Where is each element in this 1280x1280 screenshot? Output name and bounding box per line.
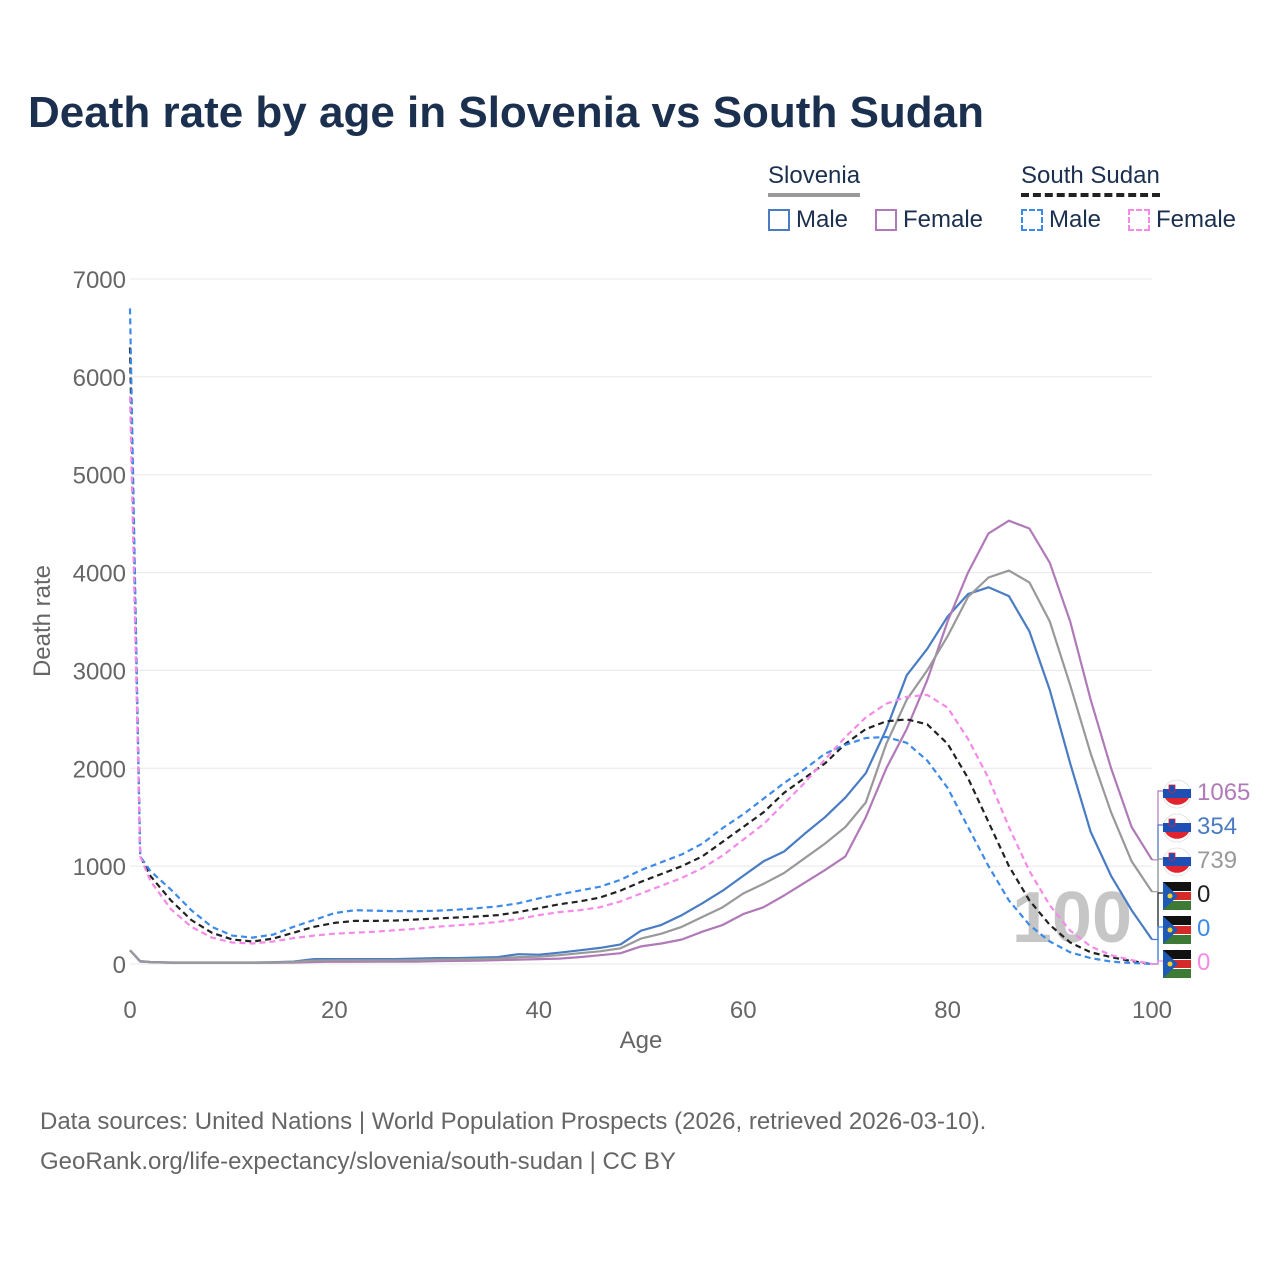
x-tick-label: 20 xyxy=(321,997,348,1024)
y-axis-title: Death rate xyxy=(29,565,56,677)
source-link[interactable]: GeoRank.org/life-expectancy/slovenia/sou… xyxy=(40,1148,676,1175)
legend-swatch xyxy=(1128,209,1150,231)
flag-stripe xyxy=(1163,950,1191,959)
y-tick-label: 6000 xyxy=(73,365,126,392)
flag-stripe xyxy=(1165,832,1189,839)
legend-item-south-sudan-female[interactable]: Female xyxy=(1128,206,1236,234)
flag-stripe xyxy=(1163,823,1191,832)
series-line-slovenia-male xyxy=(129,586,1153,964)
legend-swatch xyxy=(875,209,897,231)
legend-item-slovenia-male[interactable]: Male xyxy=(768,206,848,234)
end-value-label: 0 xyxy=(1197,949,1210,976)
current-age-watermark: 100 xyxy=(1012,878,1132,958)
legend-label: Male xyxy=(796,206,849,233)
source-note: Data sources: United Nations | World Pop… xyxy=(40,1108,987,1135)
flag-stripe xyxy=(1165,798,1189,805)
end-value-label: 1065 xyxy=(1197,779,1250,806)
y-tick-label: 1000 xyxy=(73,854,126,881)
flag-star xyxy=(1167,893,1173,899)
legend-item-south-sudan-male[interactable]: Male xyxy=(1021,206,1101,234)
flag-emblem xyxy=(1168,818,1176,827)
legend-item-slovenia-female[interactable]: Female xyxy=(875,206,983,234)
flag-stripe xyxy=(1165,866,1189,873)
end-label-connector xyxy=(1152,858,1164,893)
flag-emblem xyxy=(1168,852,1176,861)
flag-emblem xyxy=(1168,784,1176,793)
end-value-label: 739 xyxy=(1197,847,1237,874)
series-line-slovenia-female xyxy=(129,519,1153,964)
y-tick-label: 4000 xyxy=(73,561,126,588)
legend-group-line-swatch xyxy=(1021,193,1160,197)
y-tick-label: 3000 xyxy=(73,658,126,685)
flag-stripe xyxy=(1163,901,1191,910)
series-line-south-sudan-male xyxy=(128,308,1153,966)
y-tick-label: 5000 xyxy=(73,463,126,490)
y-tick-label: 0 xyxy=(113,952,126,979)
flag-star xyxy=(1167,927,1173,933)
flag-stripe xyxy=(1163,882,1191,891)
legend-swatch xyxy=(1021,209,1043,231)
x-axis-title: Age xyxy=(620,1027,663,1054)
end-value-label: 0 xyxy=(1197,915,1210,942)
y-tick-label: 2000 xyxy=(73,756,126,783)
legend-group-label: South Sudan xyxy=(1021,162,1160,189)
x-tick-label: 40 xyxy=(525,997,552,1024)
series-line-south-sudan-female xyxy=(128,396,1153,966)
legend-swatch xyxy=(768,209,790,231)
legend-group-line-swatch xyxy=(768,193,861,197)
legend-label: Male xyxy=(1049,206,1102,233)
series-line-slovenia-total xyxy=(129,569,1153,964)
end-label-connector xyxy=(1152,960,1164,965)
end-value-label: 0 xyxy=(1197,881,1210,908)
flag-stripe xyxy=(1163,935,1191,944)
flag-stripe xyxy=(1163,789,1191,798)
legend-label: Female xyxy=(903,206,984,233)
flag-stripe xyxy=(1163,969,1191,978)
x-tick-label: 0 xyxy=(123,997,136,1024)
legend-group-south-sudan[interactable]: South Sudan xyxy=(1021,162,1160,197)
legend-group-slovenia[interactable]: Slovenia xyxy=(768,162,861,197)
y-tick-label: 7000 xyxy=(73,267,126,294)
legend-group-label: Slovenia xyxy=(768,162,861,189)
chart-title: Death rate by age in Slovenia vs South S… xyxy=(28,88,985,137)
end-value-label: 354 xyxy=(1197,813,1237,840)
x-tick-label: 100 xyxy=(1132,997,1172,1024)
legend-label: Female xyxy=(1156,206,1237,233)
end-label-connector xyxy=(1152,926,1164,965)
x-tick-label: 80 xyxy=(934,997,961,1024)
series-line-south-sudan-total xyxy=(128,347,1153,966)
x-tick-label: 60 xyxy=(730,997,757,1024)
flag-star xyxy=(1167,961,1173,967)
flag-stripe xyxy=(1163,916,1191,925)
flag-stripe xyxy=(1163,857,1191,866)
